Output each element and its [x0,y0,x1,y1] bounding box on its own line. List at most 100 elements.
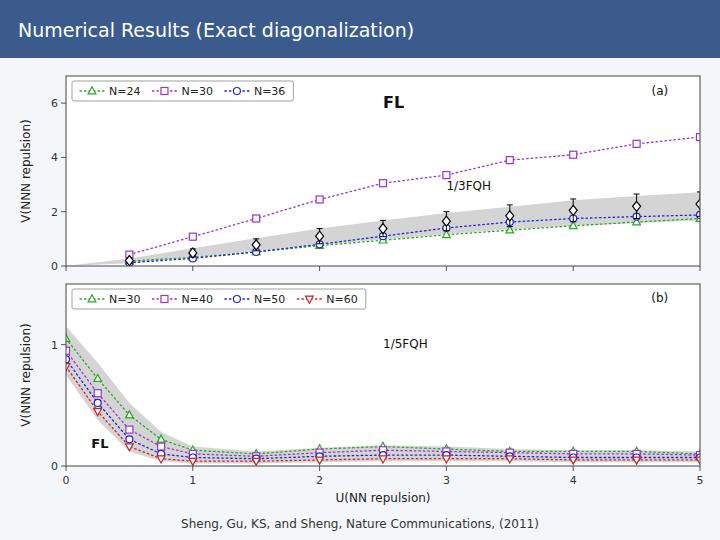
y-tick-label: 0 [51,260,58,273]
data-point [696,199,700,209]
legend-label: N=36 [254,85,285,98]
data-point [379,456,387,463]
y-tick-label: 1 [51,339,58,352]
series-line [129,219,700,262]
legend: N=24 N=30 N=36 [72,81,293,101]
data-point [66,356,70,363]
data-point [506,211,514,221]
series-line [66,367,700,462]
data-point [442,216,450,226]
x-tick-label: 0 [63,474,70,487]
data-point [158,443,165,450]
x-tick-label: 3 [443,474,450,487]
legend-item: N=36 [225,85,285,98]
data-point [569,457,577,464]
data-point [66,347,70,354]
legend-marker [306,296,314,303]
y-tick [61,266,66,267]
y-tick [61,157,66,158]
legend: N=30N=40N=50N=60 [72,289,366,309]
data-point [189,233,196,240]
data-point [252,240,260,250]
y-tick-label: 6 [51,97,58,110]
chart-1: 01012345V(NNN repulsion)U(NN repulsion)1… [19,284,704,505]
error-bar [380,220,386,236]
data-point [157,435,165,442]
y-tick [61,211,66,212]
error-bar [190,249,196,257]
legend-label: N=30 [181,85,212,98]
data-point [696,457,700,464]
x-tick [446,466,447,471]
x-tick [66,466,67,471]
legend-marker [233,296,240,303]
x-tick [192,466,193,471]
data-point [569,205,577,215]
series-line [66,359,700,458]
chart-root: Numerical Results (Exact diagonalization… [0,0,720,540]
y-tick [61,466,66,467]
plot-area [66,76,700,266]
data-point [126,426,133,433]
series-line [129,137,700,255]
error-bar [570,199,576,222]
data-point [316,231,324,241]
plot-frame [66,76,700,266]
data-point [380,180,387,187]
data-point [94,374,102,381]
caption: Sheng, Gu, KS, and Sheng, Nature Communi… [181,517,539,531]
legend-marker [88,295,96,302]
data-point [66,364,70,371]
data-point [94,409,102,416]
data-point [157,456,165,463]
annotation: FL [383,93,404,112]
legend-label: N=40 [181,293,212,306]
legend-item: N=30 [80,293,140,306]
series-line [129,215,700,263]
legend-item: N=24 [80,85,140,98]
data-point [316,196,323,203]
data-point [697,134,701,141]
band-area [66,326,700,463]
y-axis-label: V(NNN repulsion) [19,119,33,222]
annotation: 1/3FQH [446,179,491,193]
error-bar [507,205,513,227]
data-point [189,248,197,258]
data-point [94,390,101,397]
data-point [570,151,577,158]
x-tick [192,266,193,271]
data-point [633,457,641,464]
x-tick [66,266,67,271]
data-point [126,444,134,451]
data-point [66,334,70,341]
data-point [633,201,641,211]
annotation: (a) [652,84,669,98]
data-point [126,436,133,443]
data-point [697,211,701,218]
title: Numerical Results (Exact diagonalization… [18,19,414,41]
y-tick [61,103,66,104]
legend-item: N=60 [297,293,357,306]
error-bar [443,212,449,231]
plot-frame [66,284,700,466]
data-point [569,222,577,229]
legend-marker [161,88,168,95]
y-tick-label: 2 [51,206,58,219]
series-line [66,339,700,454]
chart-0: 0246V(NNN repulsion)FL1/3FQH(a)N=24N=30N… [19,76,704,273]
x-tick-label: 2 [316,474,323,487]
legend-box [72,289,366,309]
data-group [66,134,700,266]
error-bar [634,194,640,218]
data-point [633,140,640,147]
series-line [66,351,700,457]
x-tick [319,466,320,471]
data-point [126,411,134,418]
x-tick [446,266,447,271]
annotation: FL [91,436,108,451]
x-tick-label: 1 [189,474,196,487]
legend-label: N=60 [326,293,357,306]
x-tick [573,466,574,471]
data-point [443,172,450,179]
x-axis-label: U(NN repulsion) [335,491,430,505]
